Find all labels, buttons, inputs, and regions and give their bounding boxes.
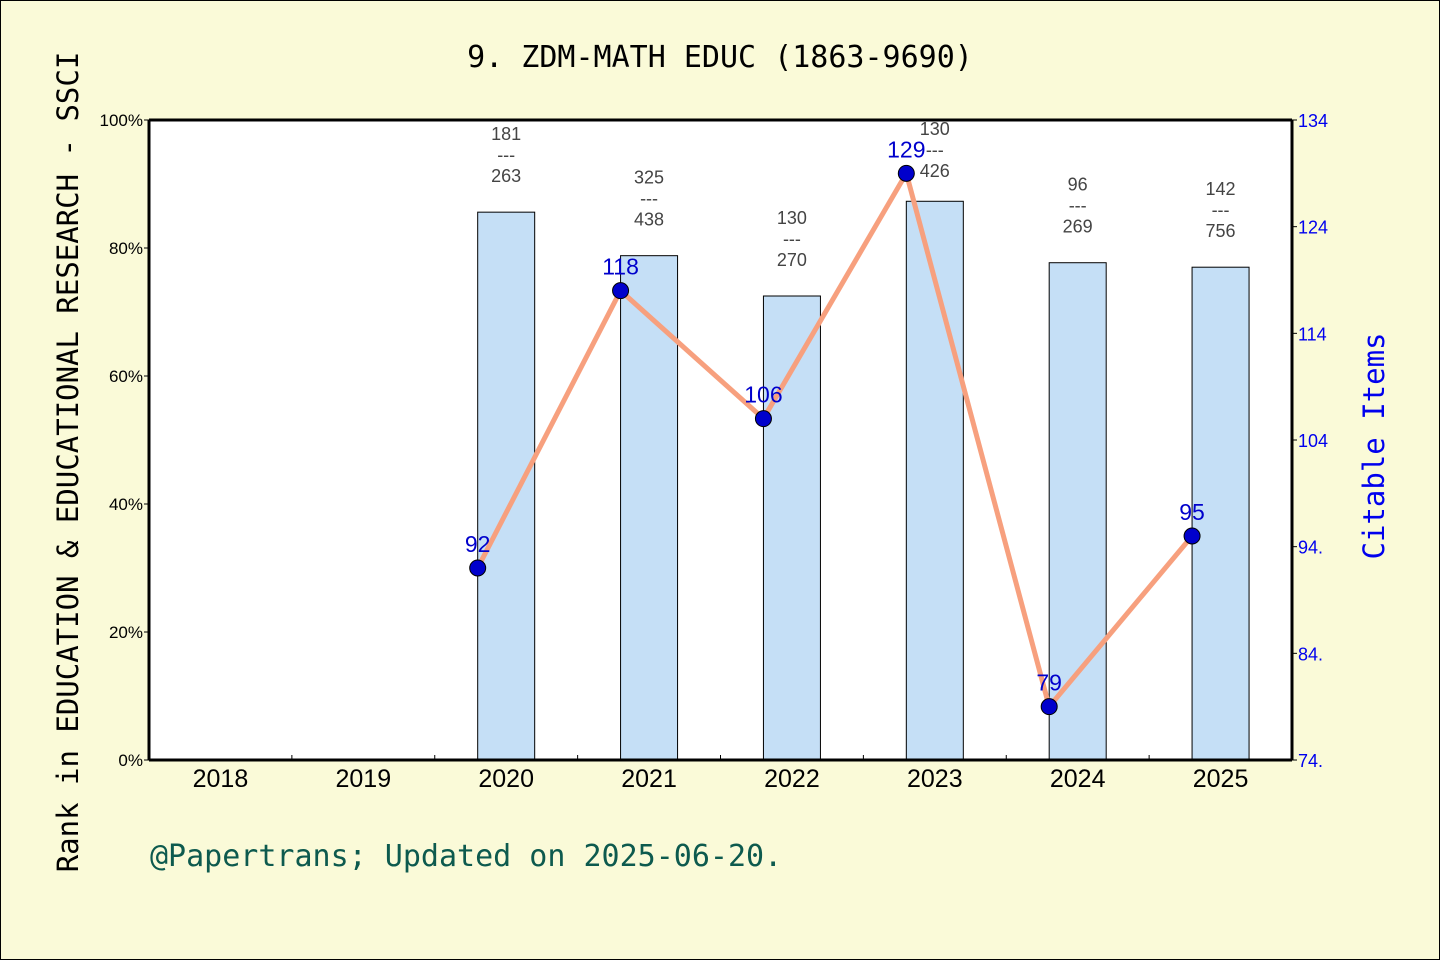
point-label: 106 [744, 382, 782, 408]
x-tick-label: 2020 [478, 765, 534, 793]
y-tick-label: 40% [109, 495, 143, 514]
point-label: 92 [465, 531, 491, 557]
rank-label: 130 [777, 208, 807, 228]
total-label: 756 [1206, 221, 1236, 241]
total-label: 269 [1063, 217, 1093, 237]
fraction-bar: --- [926, 140, 944, 160]
bar [1048, 262, 1107, 761]
x-tick-label: 2024 [1050, 765, 1106, 793]
y-tick-label: 100% [100, 111, 143, 130]
y-axis-label: Rank in EDUCATION & EDUCATIONAL RESEARCH… [51, 52, 85, 873]
total-label: 263 [491, 166, 521, 186]
y2-tick-label: 94. [1298, 538, 1323, 558]
y2-tick-label: 74. [1298, 751, 1323, 771]
line-segment [1047, 534, 1194, 709]
data-point [469, 559, 487, 577]
rank-label: 325 [634, 168, 664, 188]
plot-area [149, 120, 1292, 760]
data-point [1183, 527, 1201, 545]
total-label: 438 [634, 210, 664, 230]
rank-label: 181 [491, 124, 521, 144]
line-segment [903, 172, 1052, 708]
point-label: 79 [1036, 670, 1062, 696]
y-tick-label: 80% [109, 239, 143, 258]
y-tick-label: 20% [109, 623, 143, 642]
x-tick-label: 2022 [764, 765, 820, 793]
y2-tick-label: 104 [1298, 431, 1328, 451]
y-tick-label: 0% [118, 751, 143, 770]
y2-tick-label: 134 [1298, 111, 1328, 131]
fraction-bar: --- [783, 229, 801, 249]
fraction-bar: --- [1069, 196, 1087, 216]
data-point [754, 410, 772, 428]
bar [477, 211, 536, 761]
chart-title: 9. ZDM-MATH EDUC (1863-9690) [467, 40, 973, 75]
x-tick-label: 2021 [621, 765, 677, 793]
point-label: 129 [887, 136, 925, 162]
bar [905, 200, 964, 761]
y2-axis-label: Citable Items [1357, 333, 1391, 560]
rank-label: 142 [1206, 179, 1236, 199]
x-tick-label: 2019 [336, 765, 392, 793]
line-segment [761, 172, 909, 420]
total-label: 270 [777, 250, 807, 270]
x-tick-label: 2023 [907, 765, 963, 793]
fraction-bar: --- [640, 189, 658, 209]
y2-tick-label: 84. [1298, 644, 1323, 664]
line-segment [618, 288, 766, 421]
bar [620, 255, 679, 761]
data-point [897, 164, 915, 182]
line-segment [475, 289, 623, 570]
data-point [1040, 698, 1058, 716]
rank-label: 130 [920, 119, 950, 139]
y2-tick-label: 124 [1298, 218, 1328, 238]
fraction-bar: --- [1212, 200, 1230, 220]
point-label: 118 [602, 254, 639, 280]
x-tick-label: 2018 [193, 765, 249, 793]
data-point [612, 282, 630, 300]
fraction-bar: --- [497, 145, 515, 165]
total-label: 426 [920, 161, 950, 181]
x-tick-label: 2025 [1193, 765, 1249, 793]
point-label: 95 [1179, 499, 1205, 525]
y2-tick-label: 114 [1298, 324, 1327, 344]
y-tick-label: 60% [109, 367, 143, 386]
rank-label: 96 [1068, 175, 1088, 195]
footer-credit: @Papertrans; Updated on 2025-06-20. [150, 839, 782, 874]
